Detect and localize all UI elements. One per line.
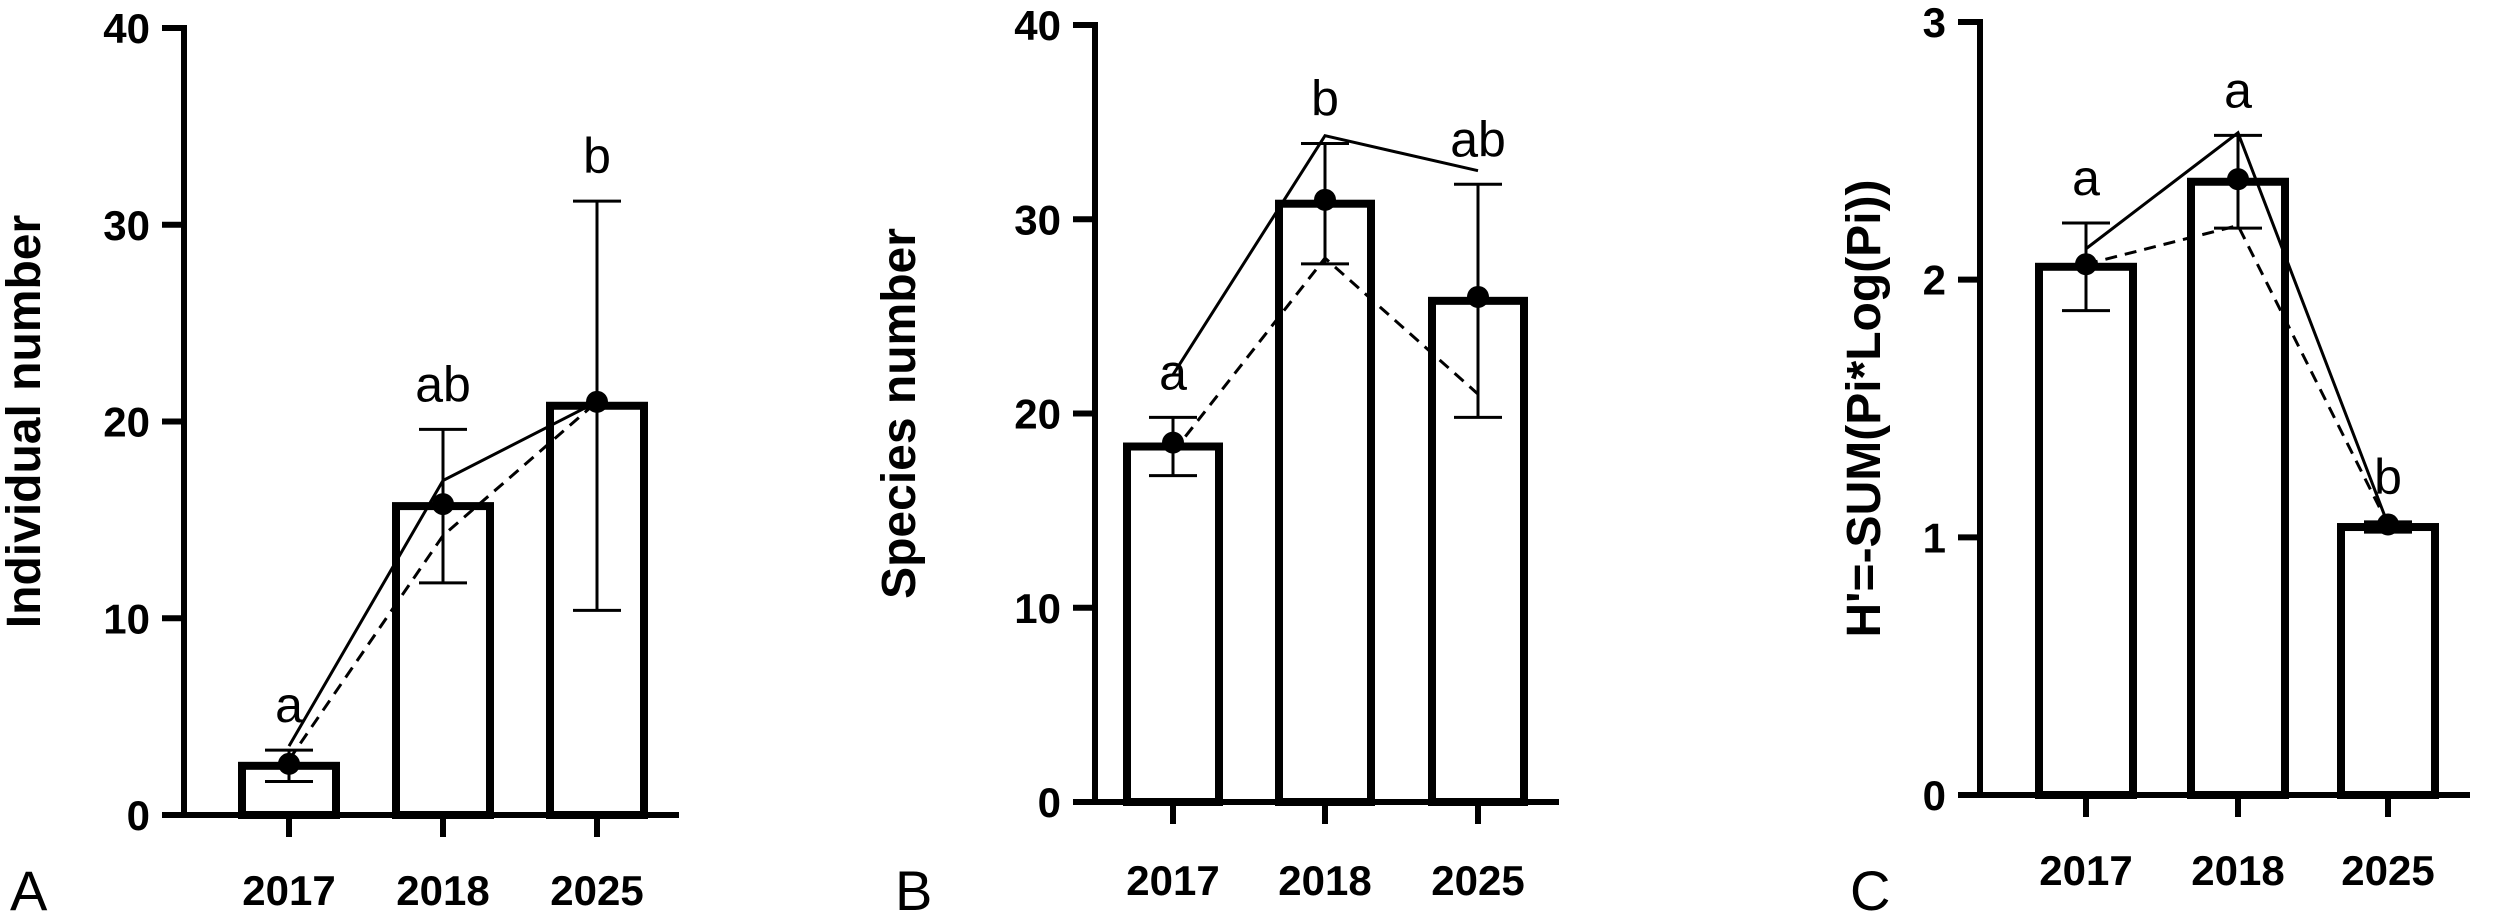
y-axis-label: Species number [873, 228, 926, 599]
bar [2035, 262, 2137, 799]
significance-label: a [1159, 344, 1187, 400]
significance-label: ab [1450, 111, 1506, 167]
significance-label: a [2072, 150, 2100, 206]
bar [2187, 177, 2289, 799]
y-tick-label: 3 [1923, 0, 1946, 46]
mean-point [1467, 285, 1489, 308]
y-axis-label: H'=-SUM(Pi*Log(Pi)) [1838, 179, 1891, 637]
y-tick-label: 40 [1014, 2, 1061, 49]
x-tick-label: 2018 [1278, 857, 1371, 904]
mean-point [278, 752, 300, 775]
mean-point [1314, 188, 1336, 211]
significance-label: b [1311, 70, 1339, 126]
y-tick-label: 30 [103, 202, 150, 249]
significance-label: a [275, 677, 303, 733]
y-tick-label: 0 [127, 792, 150, 839]
panel-label: C [1850, 859, 1890, 918]
dashed-trend-line [287, 400, 598, 761]
y-axis-label: Individual number [0, 215, 51, 628]
panel-c: 0 1 2 3 2017 2018 2025 a a b H'=-SUM(Pi*Log(Pi)) C [1838, 0, 2470, 918]
panel-label: B [895, 859, 932, 918]
mean-point [432, 493, 454, 516]
solid-trend-line [2085, 130, 2390, 525]
panel-a: 0 10 20 30 40 2017 2018 2025 a ab b Individual numb… [0, 5, 679, 918]
x-tick-label: 2018 [2191, 847, 2284, 894]
y-tick-label: 1 [1923, 514, 1946, 561]
y-tick-label: 20 [1014, 391, 1061, 438]
x-tick-label: 2018 [396, 867, 489, 914]
x-tick-label: 2025 [2341, 847, 2434, 894]
mean-point [2227, 168, 2249, 191]
panel-label: A [10, 859, 48, 918]
significance-label: ab [415, 356, 471, 412]
y-tick-label: 0 [1038, 779, 1061, 826]
solid-trend-line [1171, 134, 1479, 376]
significance-label: b [2374, 449, 2402, 505]
mean-point [1162, 431, 1184, 454]
bar [2337, 523, 2439, 799]
y-tick-label: 30 [1014, 196, 1061, 243]
x-tick-label: 2017 [2039, 847, 2132, 894]
y-tick-label: 20 [103, 399, 150, 446]
y-tick-label: 0 [1923, 772, 1946, 819]
mean-point [586, 390, 608, 413]
bar [1123, 442, 1223, 806]
y-tick-label: 10 [103, 595, 150, 642]
mean-point [2377, 513, 2399, 536]
significance-label: b [583, 128, 611, 184]
y-tick-label: 10 [1014, 585, 1061, 632]
significance-label: a [2224, 62, 2252, 118]
x-tick-label: 2017 [1126, 857, 1219, 904]
y-tick-label: 40 [103, 5, 150, 52]
x-tick-label: 2025 [550, 867, 643, 914]
bar [1275, 199, 1375, 806]
dashed-trend-line [1171, 255, 1479, 454]
y-tick-label: 2 [1923, 257, 1946, 304]
solid-trend-line [287, 400, 598, 747]
x-tick-label: 2025 [1431, 857, 1524, 904]
mean-point [2075, 253, 2097, 276]
x-tick-label: 2017 [242, 867, 335, 914]
